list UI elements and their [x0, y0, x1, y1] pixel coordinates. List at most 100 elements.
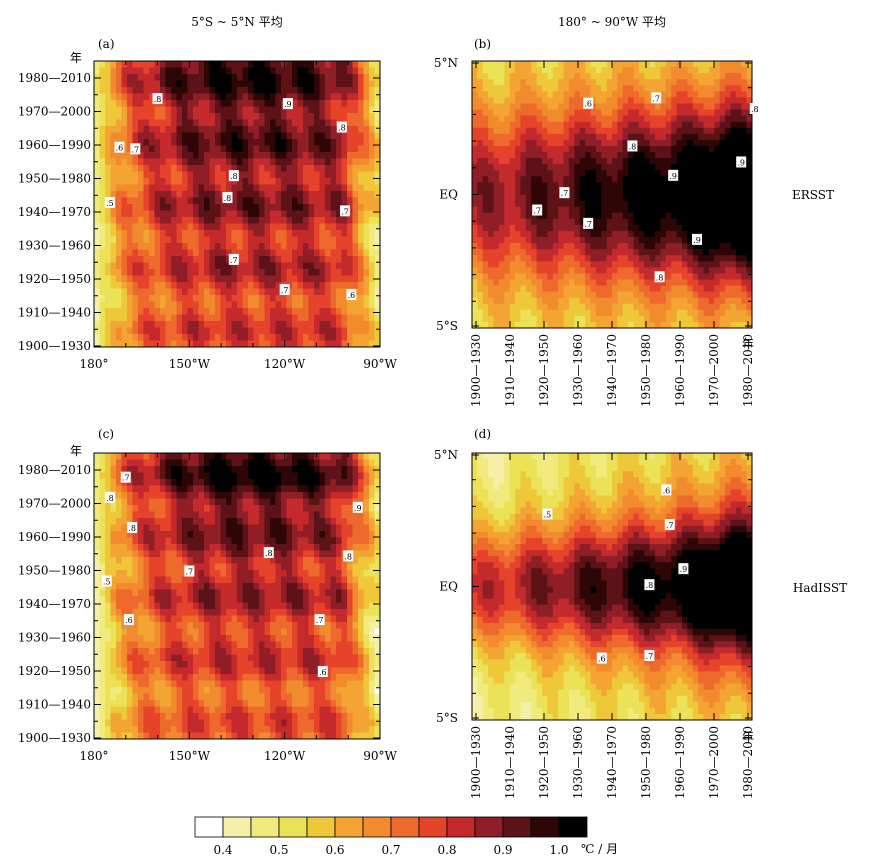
heat-cell: [121, 126, 128, 134]
heat-cell: [606, 212, 613, 220]
heat-cell: [303, 171, 310, 179]
heat-cell: [601, 249, 608, 256]
heat-cell: [644, 212, 651, 220]
heat-cell: [160, 236, 167, 244]
heat-cell: [590, 279, 597, 287]
heat-cell: [638, 152, 645, 159]
heat-cell: [488, 121, 495, 129]
heat-cell: [149, 165, 156, 173]
heat-cell: [105, 230, 112, 238]
heat-cell: [735, 315, 742, 323]
heat-cell: [99, 544, 106, 552]
heat-cell: [719, 152, 726, 159]
heat-cell: [314, 197, 321, 205]
heat-cell: [730, 170, 737, 177]
heat-cell: [237, 321, 244, 329]
heat-cell: [314, 210, 321, 218]
heat-cell: [154, 184, 161, 192]
heat-cell: [341, 308, 348, 316]
heat-cell: [606, 267, 613, 274]
heat-cell: [264, 80, 271, 88]
heat-cell: [110, 661, 117, 669]
heat-cell: [160, 308, 167, 316]
heat-cell: [644, 164, 651, 171]
heat-cell: [281, 139, 288, 147]
heat-cell: [198, 321, 205, 329]
heat-cell: [741, 73, 748, 80]
heat-cell: [209, 314, 216, 322]
heat-cell: [682, 115, 688, 123]
heat-cell: [176, 191, 183, 199]
heat-cell: [220, 126, 227, 134]
heat-cell: [182, 178, 189, 186]
heat-cell: [237, 262, 244, 270]
heat-cell: [105, 145, 112, 153]
heat-cell: [204, 80, 211, 88]
heat-cell: [676, 182, 683, 190]
heat-cell: [242, 275, 249, 283]
heat-cell: [94, 648, 101, 656]
heat-cell: [682, 127, 688, 135]
heat-cell: [248, 145, 255, 153]
heat-cell: [297, 275, 304, 283]
heat-cell: [703, 279, 710, 287]
heat-cell: [215, 74, 222, 82]
heat-cell: [746, 261, 752, 268]
heat-cell: [472, 73, 478, 80]
heat-cell: [509, 200, 516, 208]
heat-cell: [105, 282, 112, 290]
heat-cell: [708, 224, 715, 232]
heat-cell: [644, 309, 651, 317]
heat-cell: [363, 223, 370, 231]
heat-cell: [116, 680, 123, 688]
heat-cell: [127, 132, 134, 140]
heat-cell: [509, 158, 516, 165]
heat-cell: [482, 73, 489, 80]
heat-cell: [730, 182, 737, 190]
heat-cell: [187, 100, 194, 108]
period-label: 1910—1940: [18, 306, 91, 320]
heat-cell: [692, 194, 699, 202]
heat-cell: [154, 288, 161, 296]
heat-cell: [579, 303, 586, 311]
lat-label: 5°N: [434, 56, 458, 70]
heat-cell: [204, 327, 211, 335]
heat-cell: [215, 87, 222, 95]
heat-cell: [182, 139, 189, 147]
heat-cell: [579, 164, 586, 171]
heat-cell: [110, 570, 117, 578]
heat-cell: [638, 261, 645, 268]
heat-cell: [297, 340, 304, 347]
heat-cell: [617, 255, 624, 262]
heat-cell: [692, 212, 699, 220]
heat-cell: [330, 145, 337, 153]
heat-cell: [259, 93, 266, 101]
heat-cell: [220, 87, 227, 95]
heat-cell: [127, 327, 134, 335]
heat-cell: [160, 191, 167, 199]
heat-cell: [99, 230, 106, 238]
heat-cell: [132, 74, 139, 82]
heat-cell: [472, 230, 478, 238]
heat-cell: [633, 291, 640, 299]
heat-cell: [176, 184, 183, 192]
heat-cell: [132, 93, 139, 101]
heat-cell: [644, 243, 651, 250]
heat-cell: [498, 224, 505, 232]
heat-cell: [182, 197, 189, 205]
heat-cell: [121, 550, 128, 558]
contour-labels-a: .8.9.8.6.7.8.8.5.7.7.7.6: [104, 93, 357, 301]
heat-cell: [472, 97, 478, 105]
heat-cell: [525, 291, 532, 299]
heat-cell: [622, 291, 629, 299]
heat-cell: [601, 309, 608, 317]
row-label-ersst: ERSST: [792, 188, 834, 202]
heat-cell: [105, 321, 112, 329]
heat-cell: [220, 236, 227, 244]
heat-cell: [493, 115, 500, 123]
heat-cell: [264, 100, 271, 108]
heat-cell: [281, 236, 288, 244]
heat-cell: [708, 115, 715, 123]
heat-cell: [242, 171, 249, 179]
heat-cell: [193, 87, 200, 95]
